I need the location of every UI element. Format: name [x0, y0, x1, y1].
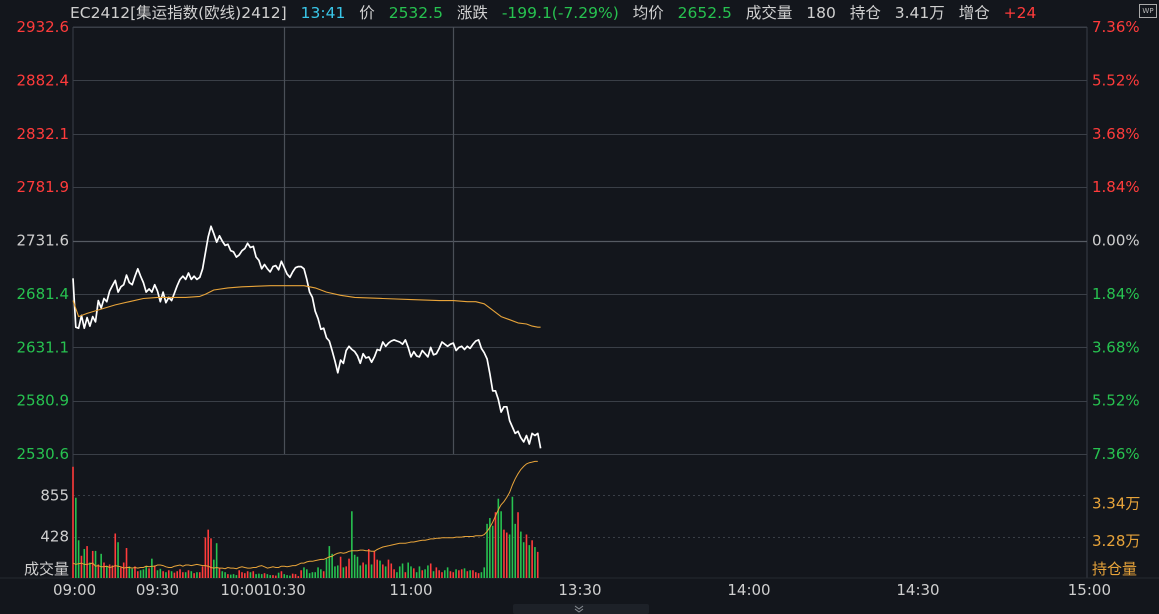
chevron-down-icon — [574, 605, 584, 613]
avg-price-line — [72, 285, 541, 328]
oi-change-value: +24 — [1003, 4, 1037, 22]
time-tick-label: 10:30 — [263, 581, 306, 599]
percent-tick-label: 5.52% — [1092, 392, 1140, 410]
open-interest-tick-label: 3.34万 — [1092, 495, 1140, 513]
axis-labels-layer: 2932.6 2882.4 2832.1 2781.9 2731.6 2681.4 2631… — [17, 18, 1141, 599]
open-interest-layer — [72, 460, 538, 570]
time-tick-label: 14:00 — [727, 581, 770, 599]
percent-tick-label: 7.36% — [1092, 445, 1140, 463]
volume-bars — [72, 466, 539, 578]
volume-label: 成交量 — [745, 4, 793, 22]
price-lines-layer — [72, 225, 542, 449]
percent-tick-label: 0.00% — [1092, 232, 1140, 250]
wp-badge[interactable]: WP — [1139, 4, 1157, 18]
collapse-handle — [513, 604, 649, 614]
symbol-name[interactable]: EC2412[集运指数(欧线)2412] — [70, 4, 287, 22]
oi-change-label: 增仓 — [958, 4, 990, 22]
avg-price-label: 均价 — [632, 4, 664, 22]
percent-tick-label: 7.36% — [1092, 18, 1140, 36]
price-tick-label: 2832.1 — [17, 125, 70, 143]
price-tick-label: 2530.6 — [17, 445, 70, 463]
price-tick-label: 2580.9 — [17, 392, 70, 410]
volume-axis-title: 成交量 — [24, 560, 69, 578]
quote-time: 13:41 — [300, 4, 346, 22]
volume-value: 180 — [806, 4, 836, 22]
time-tick-label: 11:00 — [389, 581, 432, 599]
change-value: -199.1(-7.29%) — [501, 4, 619, 22]
time-tick-label: 09:30 — [136, 581, 179, 599]
percent-tick-label: 3.68% — [1092, 125, 1140, 143]
percent-tick-label: 1.84% — [1092, 285, 1140, 303]
price-tick-label: 2781.9 — [17, 178, 70, 196]
percent-tick-label: 5.52% — [1092, 71, 1140, 89]
price-tick-label: 2631.1 — [17, 338, 70, 356]
price-label: 价 — [359, 4, 375, 22]
time-tick-label: 09:00 — [53, 581, 96, 599]
price-tick-label: 2731.6 — [17, 232, 70, 250]
quote-header: EC2412[集运指数(欧线)2412] 13:41 价 2532.5 涨跌 -… — [70, 2, 1129, 24]
time-tick-label: 15:00 — [1068, 581, 1111, 599]
avg-price-value: 2652.5 — [677, 4, 732, 22]
volume-tick-label: 428 — [40, 528, 69, 546]
price-value: 2532.5 — [388, 4, 443, 22]
misc-layer — [513, 604, 649, 614]
open-interest-value: 3.41万 — [894, 4, 945, 22]
price-tick-label: 2882.4 — [17, 71, 70, 89]
time-tick-label: 10:00 — [220, 581, 263, 599]
grid-layer — [0, 26, 1159, 579]
percent-tick-label: 1.84% — [1092, 178, 1140, 196]
open-interest-label: 持仓 — [849, 4, 881, 22]
volume-tick-label: 855 — [40, 486, 69, 504]
price-tick-label: 2932.6 — [17, 18, 70, 36]
open-interest-line — [72, 460, 538, 570]
change-label: 涨跌 — [456, 4, 488, 22]
price-tick-label: 2681.4 — [17, 285, 70, 303]
open-interest-axis-title: 持仓量 — [1092, 560, 1137, 578]
price-line — [72, 225, 542, 449]
time-tick-label: 14:30 — [896, 581, 939, 599]
time-tick-label: 13:30 — [558, 581, 601, 599]
percent-tick-label: 3.68% — [1092, 338, 1140, 356]
open-interest-tick-label: 3.28万 — [1092, 532, 1140, 550]
